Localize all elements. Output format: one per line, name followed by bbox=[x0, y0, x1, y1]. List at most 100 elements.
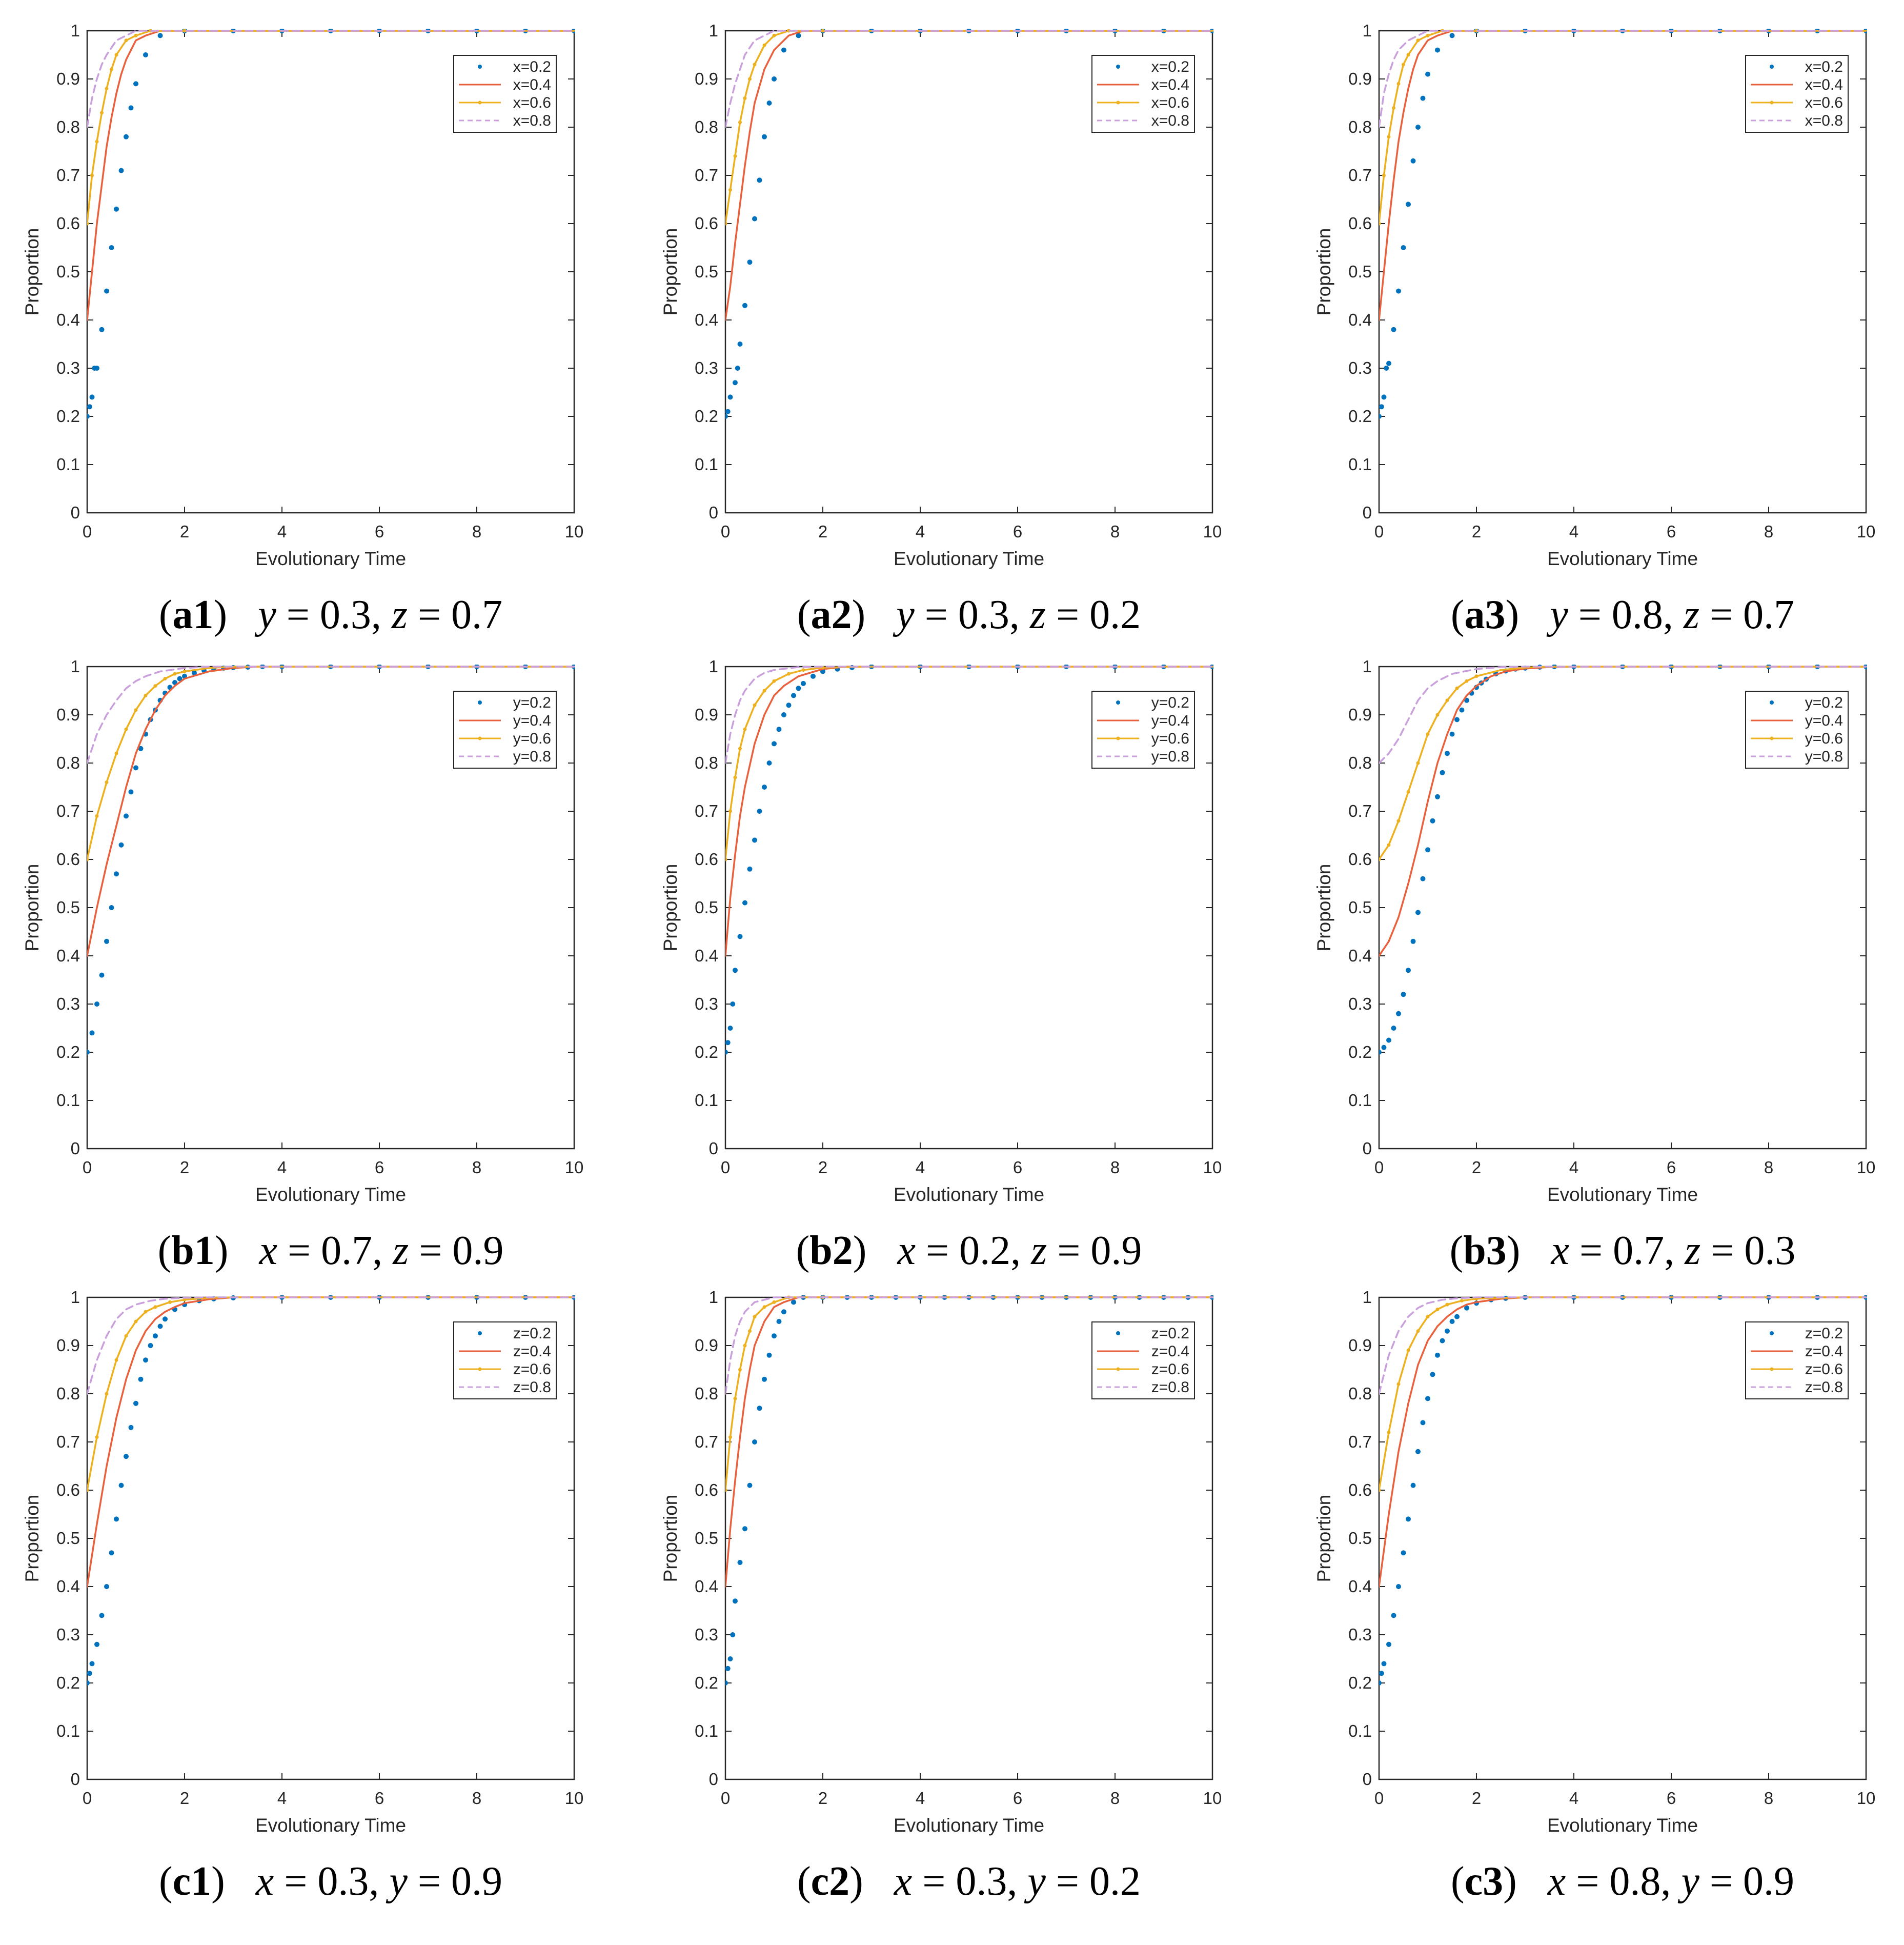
y-axis-label: Proportion bbox=[660, 1495, 681, 1582]
x-axis-label: Evolutionary Time bbox=[894, 1815, 1044, 1836]
chart-panel-b2: 00.10.20.30.40.50.60.70.80.910 2 4 6 8 10Evol… bbox=[660, 657, 1222, 1273]
data-point bbox=[781, 712, 786, 717]
data-point bbox=[821, 29, 825, 33]
caption-paren: ( bbox=[159, 592, 173, 637]
data-point bbox=[762, 1376, 767, 1382]
data-point bbox=[118, 842, 124, 848]
legend-label: x=0.2 bbox=[513, 58, 551, 75]
caption-value: 0.9 bbox=[452, 1228, 503, 1273]
caption-value: 0.3 bbox=[958, 592, 1009, 637]
data-point bbox=[87, 222, 89, 226]
data-point bbox=[762, 689, 766, 693]
y-tick-label: 0.6 bbox=[1348, 214, 1372, 233]
data-point bbox=[94, 1001, 99, 1007]
y-tick-label: 1 bbox=[709, 21, 718, 40]
data-point bbox=[772, 1300, 776, 1304]
y-tick-label: 0 bbox=[1363, 1139, 1372, 1158]
data-point bbox=[1386, 1641, 1391, 1647]
caption-value: 0.9 bbox=[451, 1859, 502, 1904]
legend-label: y=0.8 bbox=[513, 748, 551, 765]
series-line bbox=[725, 1296, 1213, 1491]
data-point bbox=[1445, 751, 1450, 756]
data-point bbox=[727, 1026, 733, 1031]
legend-marker bbox=[1770, 700, 1774, 705]
chart-panel-a1: 00.10.20.30.40.50.60.70.80.910 2 4 6 8 10Evol… bbox=[22, 21, 583, 637]
data-point bbox=[1449, 33, 1455, 38]
legend: x=0.2x=0.4x=0.6x=0.8 bbox=[453, 55, 557, 133]
legend-label: z=0.6 bbox=[513, 1361, 551, 1378]
data-point bbox=[787, 29, 791, 33]
legend: z=0.2z=0.4z=0.6z=0.8 bbox=[453, 1321, 557, 1399]
data-point bbox=[134, 708, 138, 712]
chart-panel-c3: 00.10.20.30.40.50.60.70.80.910 2 4 6 8 10Evol… bbox=[1313, 1288, 1875, 1904]
data-point bbox=[747, 1482, 753, 1488]
legend-box bbox=[1745, 1321, 1849, 1399]
data-point bbox=[100, 111, 104, 115]
data-point bbox=[738, 121, 742, 125]
data-point bbox=[1396, 1011, 1401, 1016]
data-point bbox=[733, 1598, 738, 1604]
legend-label: z=0.2 bbox=[513, 1325, 551, 1342]
legend-label: y=0.4 bbox=[1805, 712, 1843, 729]
data-point bbox=[148, 1343, 153, 1348]
y-tick-label: 0.3 bbox=[1348, 1625, 1372, 1644]
legend: y=0.2y=0.4y=0.6y=0.8 bbox=[1745, 691, 1849, 769]
legend-marker bbox=[1116, 700, 1120, 705]
data-point bbox=[737, 1560, 743, 1565]
data-point bbox=[1454, 1314, 1460, 1319]
x-tick-label: 8 bbox=[1764, 1789, 1773, 1808]
data-point bbox=[1420, 876, 1426, 881]
y-tick-label: 0.8 bbox=[1348, 753, 1372, 772]
data-point bbox=[766, 101, 772, 106]
y-tick-label: 0.7 bbox=[695, 801, 718, 820]
data-point bbox=[143, 1357, 148, 1363]
y-tick-label: 0.7 bbox=[695, 1432, 718, 1451]
caption-separator: , bbox=[371, 592, 392, 637]
data-point bbox=[1430, 818, 1435, 824]
data-point bbox=[173, 672, 177, 676]
data-point bbox=[1384, 366, 1389, 371]
caption-variable: x bbox=[1547, 1859, 1566, 1904]
y-tick-label: 0.3 bbox=[695, 1625, 718, 1644]
y-tick-label: 0.6 bbox=[1348, 1480, 1372, 1499]
chart-panel-a2: 00.10.20.30.40.50.60.70.80.910 2 4 6 8 10Evol… bbox=[660, 21, 1222, 637]
caption-equals: = bbox=[1569, 1228, 1613, 1273]
data-point bbox=[1379, 857, 1381, 861]
data-point bbox=[1440, 1338, 1445, 1344]
series-line bbox=[87, 1296, 575, 1395]
data-point bbox=[753, 63, 757, 67]
y-axis-label: Proportion bbox=[22, 228, 43, 316]
legend: x=0.2x=0.4x=0.6x=0.8 bbox=[1745, 55, 1849, 133]
data-point bbox=[1415, 910, 1421, 915]
y-tick-label: 0.3 bbox=[56, 994, 80, 1013]
data-point bbox=[1379, 1680, 1382, 1686]
data-point bbox=[1420, 1420, 1426, 1426]
legend-label: x=0.4 bbox=[513, 76, 551, 93]
y-tick-label: 0.2 bbox=[56, 407, 80, 426]
data-point bbox=[128, 789, 134, 795]
y-tick-label: 1 bbox=[1363, 657, 1372, 676]
data-point bbox=[1426, 732, 1430, 736]
caption-value: 0.9 bbox=[1743, 1859, 1794, 1904]
x-axis-label: Evolutionary Time bbox=[1547, 1815, 1698, 1836]
data-point bbox=[153, 684, 157, 688]
plot-area bbox=[725, 29, 1213, 419]
data-point bbox=[192, 670, 197, 676]
y-tick-label: 0.3 bbox=[1348, 994, 1372, 1013]
y-tick-label: 0.9 bbox=[56, 1336, 80, 1355]
caption-id: a2 bbox=[811, 592, 852, 637]
series-y=0.6 bbox=[1379, 666, 1867, 861]
data-point bbox=[104, 288, 109, 294]
caption-variable: y bbox=[893, 592, 915, 637]
data-point bbox=[1379, 1488, 1381, 1492]
x-axis-label: Evolutionary Time bbox=[894, 548, 1044, 569]
caption-id: b1 bbox=[171, 1228, 215, 1273]
caption-value: 0.8 bbox=[1612, 592, 1663, 637]
y-tick-label: 0.6 bbox=[695, 214, 718, 233]
x-tick-label: 6 bbox=[1013, 1158, 1022, 1177]
x-tick-label: 4 bbox=[277, 1158, 287, 1177]
y-axis-label: Proportion bbox=[22, 864, 43, 952]
y-tick-label: 0.1 bbox=[695, 455, 718, 474]
data-point bbox=[1430, 1372, 1435, 1377]
y-tick-label: 0.8 bbox=[56, 753, 80, 772]
